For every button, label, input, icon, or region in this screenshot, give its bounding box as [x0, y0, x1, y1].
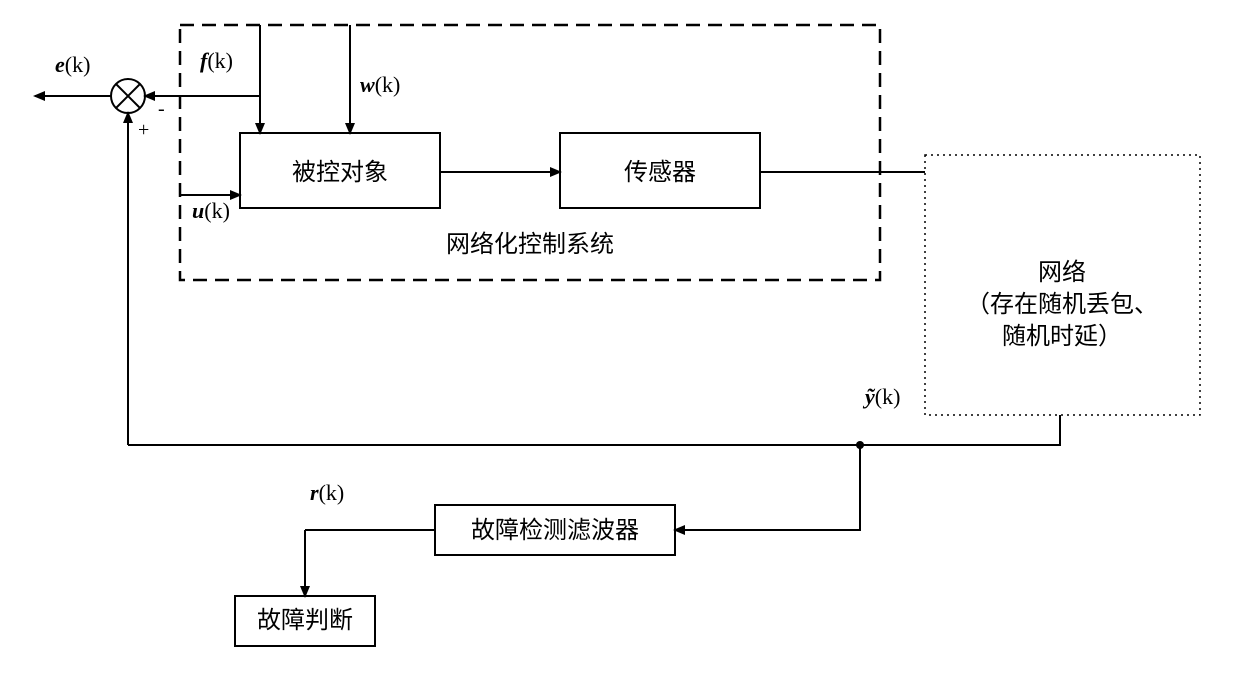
arrow-net-to-bus	[128, 415, 1060, 445]
minus-sign: -	[158, 98, 165, 120]
judge-label: 故障判断	[257, 607, 353, 634]
filter-label: 故障检测滤波器	[471, 517, 639, 544]
ncs-label: 网络化控制系统	[446, 231, 614, 258]
network-label-1: 网络	[1038, 259, 1086, 286]
network-label-3: 随机时延）	[1002, 323, 1122, 350]
label-u-k: u(k)	[192, 198, 230, 223]
summing-junction	[111, 79, 145, 113]
label-e-k: e(k)	[55, 52, 90, 77]
label-r-k: r(k)	[310, 480, 344, 505]
label-y-k: ỹ(k)	[862, 384, 900, 409]
label-w-k: w(k)	[360, 72, 400, 97]
network-label-2: （存在随机丢包、	[966, 291, 1158, 318]
plus-sign: +	[138, 119, 149, 141]
sensor-label: 传感器	[624, 159, 696, 186]
label-f-k: f(k)	[200, 48, 233, 73]
arrow-y-to-filter	[675, 445, 860, 530]
block-diagram: 网络化控制系统 网络 （存在随机丢包、 随机时延） - + 被控对象 传感器 故…	[0, 0, 1240, 674]
plant-label: 被控对象	[292, 159, 388, 186]
